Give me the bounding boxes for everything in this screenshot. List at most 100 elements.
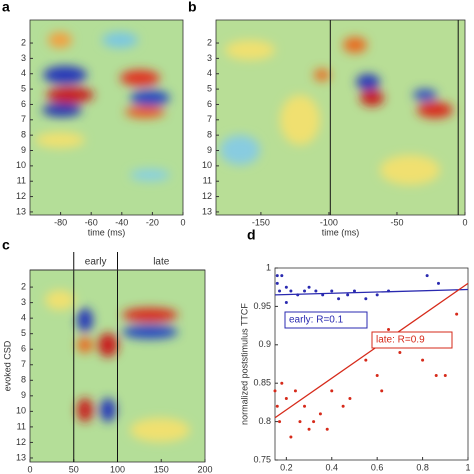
x-tick-label: 0.6 bbox=[371, 462, 384, 472]
point bbox=[421, 358, 425, 362]
x-tick-label: -40 bbox=[115, 217, 128, 227]
y-tick-label: 4 bbox=[21, 313, 26, 323]
point bbox=[289, 435, 293, 439]
y-tick-label: 10 bbox=[16, 406, 26, 416]
x-tick-label: 0 bbox=[462, 217, 467, 227]
point bbox=[443, 374, 447, 378]
y-tick-label: 3 bbox=[21, 53, 26, 63]
heatmap-a bbox=[30, 20, 183, 215]
y-tick-label: 11 bbox=[17, 176, 26, 186]
point bbox=[280, 381, 284, 385]
plot-frame bbox=[274, 267, 469, 461]
x-tick-label: 1 bbox=[465, 462, 470, 472]
x-tick-label: 0.2 bbox=[280, 462, 293, 472]
point bbox=[364, 358, 368, 362]
y-tick-label: 12 bbox=[16, 191, 26, 201]
y-tick-label: 13 bbox=[16, 452, 26, 462]
point bbox=[293, 389, 297, 393]
region-label: early bbox=[85, 257, 107, 268]
y-tick-label: 5 bbox=[21, 83, 26, 93]
y-tick-label: 3 bbox=[207, 53, 212, 63]
point bbox=[348, 397, 352, 401]
plot-frame bbox=[215, 19, 466, 216]
point bbox=[337, 297, 341, 301]
y-tick-label: 4 bbox=[207, 68, 212, 78]
x-tick-label: 150 bbox=[154, 464, 169, 474]
region-label: late bbox=[153, 257, 170, 268]
y-tick-label: 1 bbox=[266, 262, 271, 272]
y-tick-label: 2 bbox=[21, 37, 26, 47]
y-tick-label: 6 bbox=[21, 99, 26, 109]
y-tick-label: 0.95 bbox=[253, 301, 271, 311]
x-tick-label: 100 bbox=[110, 464, 125, 474]
y-tick-label: 5 bbox=[207, 83, 212, 93]
point bbox=[275, 404, 279, 408]
x-tick-label: 50 bbox=[69, 464, 79, 474]
panel-label: c bbox=[2, 237, 10, 253]
point bbox=[352, 289, 356, 293]
point bbox=[341, 404, 345, 408]
x-axis-label: time (ms) bbox=[322, 227, 360, 237]
point bbox=[284, 285, 288, 289]
point bbox=[375, 293, 379, 297]
y-tick-label: 0.8 bbox=[258, 416, 271, 426]
heatmap-b bbox=[216, 20, 465, 215]
point bbox=[364, 297, 368, 301]
point bbox=[303, 289, 307, 293]
y-tick-label: 12 bbox=[202, 191, 212, 201]
y-axis-label: evoked CSD bbox=[2, 340, 12, 391]
fit-line bbox=[274, 288, 469, 296]
x-tick-label: 0 bbox=[27, 464, 32, 474]
point bbox=[275, 281, 279, 285]
y-tick-label: 8 bbox=[21, 375, 26, 385]
point bbox=[284, 397, 288, 401]
point bbox=[280, 274, 284, 278]
x-tick-label: -50 bbox=[390, 217, 403, 227]
x-tick-label: -20 bbox=[146, 217, 159, 227]
x-tick-label: -150 bbox=[252, 217, 270, 227]
point bbox=[325, 427, 329, 431]
point bbox=[307, 285, 311, 289]
y-tick-label: 3 bbox=[21, 297, 26, 307]
y-tick-label: 11 bbox=[203, 176, 212, 186]
y-tick-label: 10 bbox=[202, 160, 212, 170]
y-tick-label: 6 bbox=[21, 344, 26, 354]
legend-box bbox=[371, 331, 453, 349]
point bbox=[303, 404, 307, 408]
y-tick-label: 0.85 bbox=[253, 378, 271, 388]
x-axis-label: normalized prestimulus TTCF bbox=[308, 472, 435, 474]
point bbox=[434, 374, 438, 378]
y-tick-label: 9 bbox=[21, 390, 26, 400]
x-tick-label: 0.4 bbox=[326, 462, 339, 472]
x-tick-label: 0.8 bbox=[416, 462, 429, 472]
point bbox=[273, 389, 277, 393]
plot-frame bbox=[29, 19, 184, 216]
panel-label: a bbox=[2, 0, 10, 15]
x-tick-label: -100 bbox=[320, 217, 338, 227]
point bbox=[318, 412, 322, 416]
y-tick-label: 11 bbox=[17, 421, 26, 431]
y-tick-label: 4 bbox=[21, 68, 26, 78]
y-tick-label: 6 bbox=[207, 99, 212, 109]
x-tick-label: -60 bbox=[85, 217, 98, 227]
x-tick-label: -80 bbox=[54, 217, 67, 227]
y-tick-label: 9 bbox=[207, 145, 212, 155]
panel-label: d bbox=[247, 227, 256, 243]
legend-label: early: R=0.1 bbox=[289, 315, 344, 326]
point bbox=[278, 289, 282, 293]
point bbox=[455, 312, 459, 316]
point bbox=[436, 281, 440, 285]
legend-box bbox=[284, 311, 368, 329]
x-tick-label: 200 bbox=[197, 464, 212, 474]
y-tick-label: 8 bbox=[207, 130, 212, 140]
point bbox=[375, 374, 379, 378]
point bbox=[330, 389, 334, 393]
point bbox=[398, 350, 402, 354]
x-axis-label: time (ms) bbox=[88, 227, 126, 237]
point bbox=[307, 427, 311, 431]
y-tick-label: 12 bbox=[16, 437, 26, 447]
y-tick-label: 5 bbox=[21, 328, 26, 338]
point bbox=[298, 420, 302, 424]
point bbox=[284, 301, 288, 305]
